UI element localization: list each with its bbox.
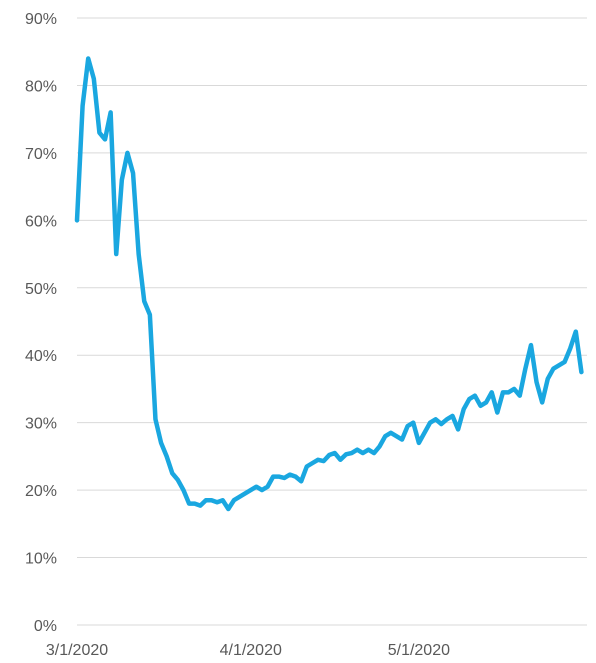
x-tick-label: 3/1/2020 <box>46 642 108 659</box>
y-axis-tick-labels: 0% 10% 20% 30% 40% 50% 60% 70% 80% 90% <box>25 11 57 635</box>
y-tick-label: 20% <box>25 483 57 500</box>
x-tick-label: 4/1/2020 <box>220 642 282 659</box>
gridlines <box>77 17 587 626</box>
y-tick-label: 50% <box>25 281 57 298</box>
y-tick-label: 90% <box>25 11 57 28</box>
y-tick-label: 60% <box>25 213 57 230</box>
y-tick-label: 30% <box>25 416 57 433</box>
series-layer <box>74 56 584 512</box>
series-line <box>74 56 584 512</box>
y-tick-label: 0% <box>34 618 57 635</box>
y-tick-label: 70% <box>25 146 57 163</box>
y-tick-label: 40% <box>25 348 57 365</box>
x-axis-tick-labels: 3/1/2020 4/1/2020 5/1/2020 <box>46 642 450 659</box>
y-tick-label: 10% <box>25 551 57 568</box>
x-tick-label: 5/1/2020 <box>388 642 450 659</box>
y-tick-label: 80% <box>25 78 57 95</box>
